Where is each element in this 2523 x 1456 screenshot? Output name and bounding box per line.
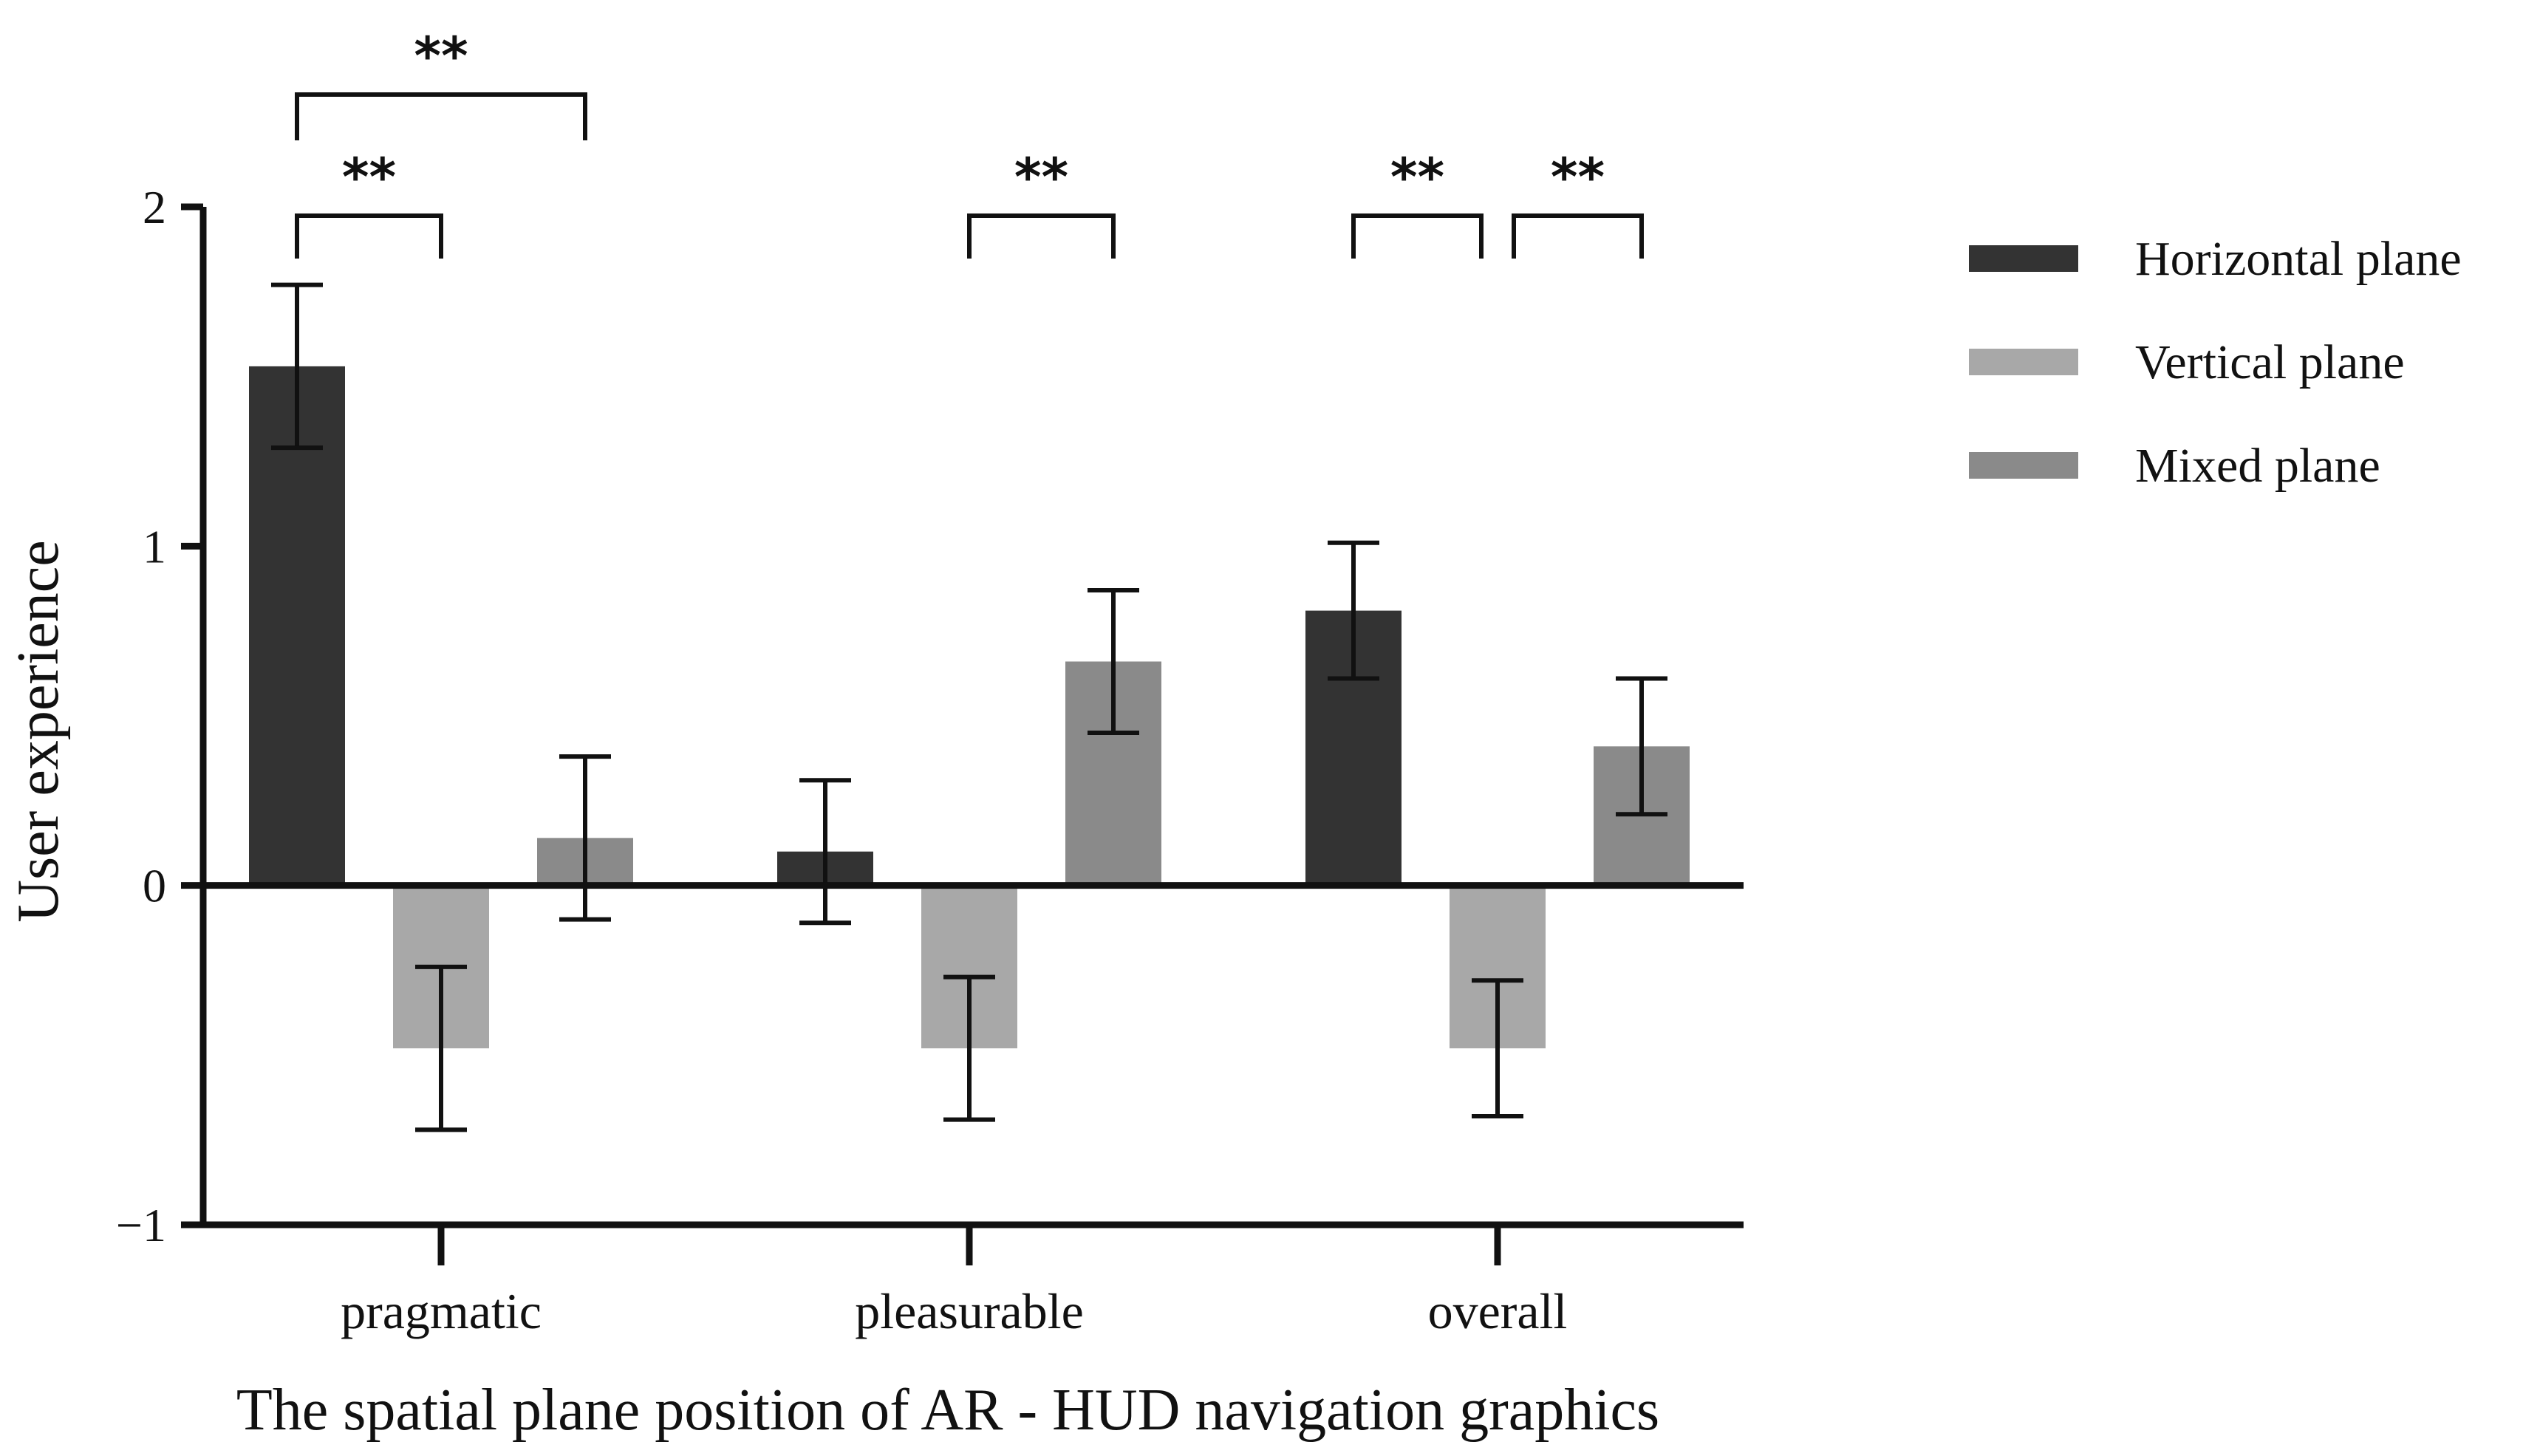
error-bar: [271, 282, 323, 451]
error-bar: [1616, 676, 1667, 817]
significance-label: **: [1014, 147, 1068, 208]
plot-area: 2 1 0 −1 pragmatic pleasurable overall ** ** ** **…: [116, 26, 1744, 1339]
y-axis-title: User experience: [6, 540, 71, 922]
significance-bracket: [295, 213, 443, 259]
significance-bracket: [1512, 213, 1644, 259]
legend-label-vertical-plane: Vertical plane: [2135, 335, 2405, 389]
significance-bracket: [1351, 213, 1484, 259]
error-bar: [415, 964, 467, 1132]
x-tick-label-overall: overall: [1428, 1283, 1568, 1339]
legend-label-horizontal-plane: Horizontal plane: [2135, 232, 2462, 286]
error-bar: [799, 778, 851, 926]
significance-label: **: [342, 147, 396, 208]
error-bar: [943, 974, 995, 1122]
y-tick-label: 2: [143, 181, 166, 233]
legend-swatch-horizontal-plane: [1969, 245, 2078, 272]
significance-label: **: [1551, 147, 1605, 208]
legend-label-mixed-plane: Mixed plane: [2135, 439, 2380, 493]
significance-bracket: [967, 213, 1116, 259]
legend: Horizontal plane Vertical plane Mixed plan…: [1969, 232, 2462, 493]
y-tick-label: 1: [143, 520, 166, 573]
y-tick-label: 0: [143, 860, 166, 912]
error-bar: [1328, 540, 1379, 681]
x-axis-title: The spatial plane position of AR - HUD n…: [236, 1378, 1659, 1443]
legend-swatch-vertical-plane: [1969, 349, 2078, 375]
error-bar: [559, 754, 611, 922]
x-tick-label-pleasurable: pleasurable: [855, 1283, 1084, 1339]
error-bar: [1088, 588, 1139, 735]
significance-bracket: [295, 92, 587, 140]
y-tick-label: −1: [116, 1199, 166, 1251]
x-tick-label-pragmatic: pragmatic: [341, 1283, 542, 1339]
error-bar: [1472, 978, 1523, 1119]
legend-swatch-mixed-plane: [1969, 452, 2078, 479]
significance-label: **: [1390, 147, 1444, 208]
significance-label: **: [414, 26, 468, 86]
bar-horizontal-plane-pragmatic: [249, 366, 345, 886]
